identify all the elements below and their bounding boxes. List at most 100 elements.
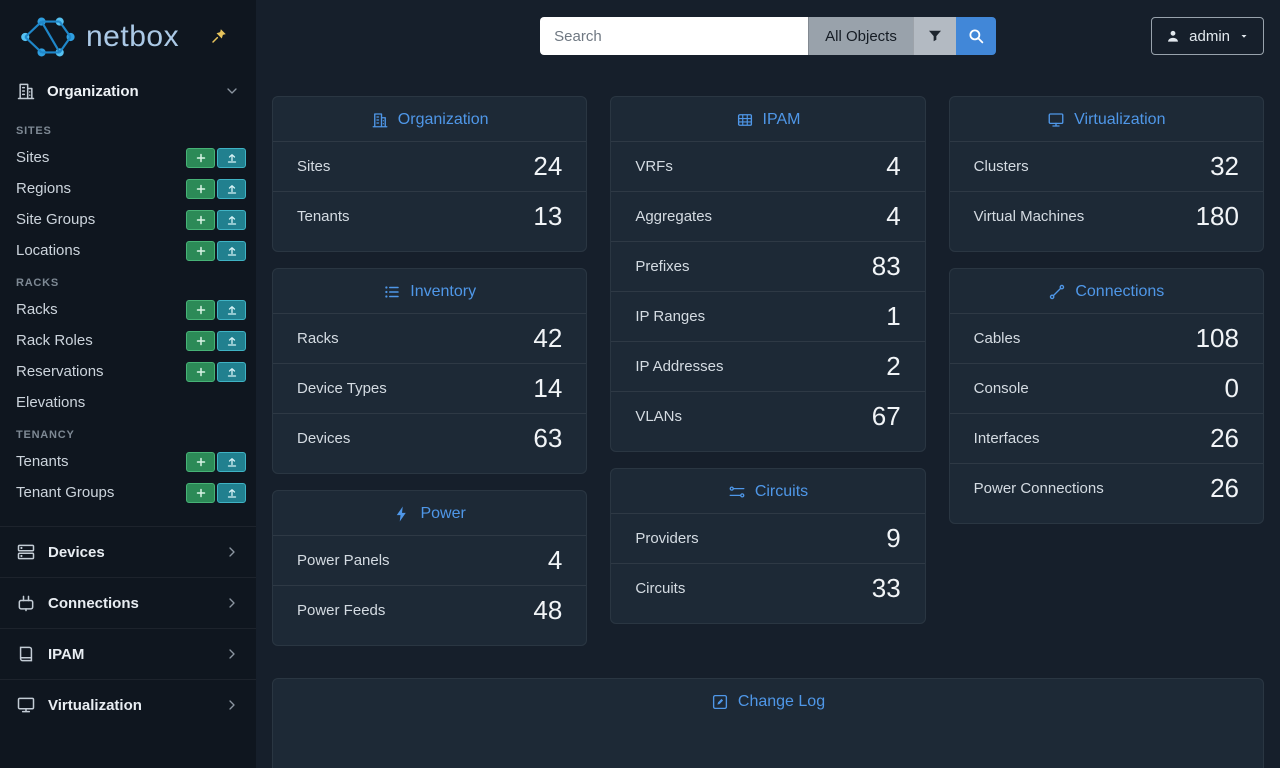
add-button[interactable] bbox=[186, 147, 215, 168]
add-button[interactable] bbox=[186, 178, 215, 199]
stat-row-circuits[interactable]: Circuits 33 bbox=[611, 563, 925, 613]
import-button[interactable] bbox=[217, 330, 246, 351]
stat-row-vrfs[interactable]: VRFs 4 bbox=[611, 141, 925, 191]
import-button[interactable] bbox=[217, 209, 246, 230]
stat-row-device-types[interactable]: Device Types 14 bbox=[273, 363, 587, 413]
stat-label[interactable]: Prefixes bbox=[635, 258, 690, 275]
sidebar-menu-devices[interactable]: Devices bbox=[0, 526, 256, 577]
stat-value[interactable]: 26 bbox=[1210, 473, 1239, 503]
sidebar-item-reservations[interactable]: Reservations bbox=[0, 356, 256, 387]
stat-label[interactable]: Aggregates bbox=[635, 208, 713, 225]
stat-value[interactable]: 1 bbox=[886, 301, 901, 331]
stat-row-vlans[interactable]: VLANs 67 bbox=[611, 391, 925, 441]
sidebar-item-tenants[interactable]: Tenants bbox=[0, 446, 256, 477]
stat-label[interactable]: IP Ranges bbox=[635, 308, 706, 325]
import-button[interactable] bbox=[217, 482, 246, 503]
stat-label[interactable]: Power Panels bbox=[297, 552, 390, 569]
stat-row-racks[interactable]: Racks 42 bbox=[273, 313, 587, 363]
stat-row-aggregates[interactable]: Aggregates 4 bbox=[611, 191, 925, 241]
import-button[interactable] bbox=[217, 178, 246, 199]
stat-row-clusters[interactable]: Clusters 32 bbox=[949, 141, 1263, 191]
stat-row-virtual-machines[interactable]: Virtual Machines 180 bbox=[949, 191, 1263, 241]
stat-label[interactable]: Racks bbox=[297, 330, 339, 347]
stat-label[interactable]: VRFs bbox=[635, 158, 673, 175]
stat-value[interactable]: 13 bbox=[533, 201, 563, 231]
stat-row-providers[interactable]: Providers 9 bbox=[611, 513, 925, 563]
object-type-dropdown[interactable]: All Objects bbox=[808, 17, 913, 55]
add-button[interactable] bbox=[186, 482, 215, 503]
stat-value[interactable]: 0 bbox=[1224, 373, 1239, 403]
sidebar-item-regions[interactable]: Regions bbox=[0, 173, 256, 204]
stat-label[interactable]: Tenants bbox=[297, 208, 350, 225]
add-button[interactable] bbox=[186, 330, 215, 351]
stat-label[interactable]: Console bbox=[973, 380, 1029, 397]
stat-row-ip-addresses[interactable]: IP Addresses 2 bbox=[611, 341, 925, 391]
stat-label[interactable]: Power Connections bbox=[973, 480, 1104, 497]
stat-row-interfaces[interactable]: Interfaces 26 bbox=[949, 413, 1263, 463]
stat-row-power-feeds[interactable]: Power Feeds 48 bbox=[273, 585, 587, 635]
stat-value[interactable]: 4 bbox=[547, 545, 563, 575]
import-button[interactable] bbox=[217, 361, 246, 382]
stat-label[interactable]: Devices bbox=[297, 430, 351, 447]
stat-label[interactable]: Sites bbox=[297, 158, 331, 175]
stat-value[interactable]: 63 bbox=[533, 423, 563, 453]
stat-value[interactable]: 26 bbox=[1210, 423, 1239, 453]
stat-row-ip-ranges[interactable]: IP Ranges 1 bbox=[611, 291, 925, 341]
stat-label[interactable]: VLANs bbox=[635, 408, 683, 425]
stat-label[interactable]: IP Addresses bbox=[635, 358, 724, 375]
import-button[interactable] bbox=[217, 451, 246, 472]
sidebar-item-site-groups[interactable]: Site Groups bbox=[0, 204, 256, 235]
stat-row-power-panels[interactable]: Power Panels 4 bbox=[273, 535, 587, 585]
stat-value[interactable]: 67 bbox=[871, 401, 901, 431]
stat-label[interactable]: Power Feeds bbox=[297, 602, 386, 619]
user-menu-button[interactable]: admin bbox=[1151, 17, 1264, 55]
stat-value[interactable]: 14 bbox=[533, 373, 563, 403]
sidebar-item-rack-roles[interactable]: Rack Roles bbox=[0, 325, 256, 356]
sidebar-pin-button[interactable] bbox=[206, 23, 232, 52]
stat-value[interactable]: 83 bbox=[871, 251, 901, 281]
stat-row-devices[interactable]: Devices 63 bbox=[273, 413, 587, 463]
stat-label[interactable]: Cables bbox=[973, 330, 1021, 347]
sidebar-menu-organization[interactable]: Organization bbox=[0, 68, 256, 114]
add-button[interactable] bbox=[186, 451, 215, 472]
import-button[interactable] bbox=[217, 147, 246, 168]
stat-value[interactable]: 24 bbox=[533, 151, 563, 181]
sidebar-item-locations[interactable]: Locations bbox=[0, 235, 256, 266]
stat-row-prefixes[interactable]: Prefixes 83 bbox=[611, 241, 925, 291]
add-button[interactable] bbox=[186, 209, 215, 230]
stat-value[interactable]: 4 bbox=[886, 151, 901, 181]
add-button[interactable] bbox=[186, 361, 215, 382]
sidebar-item-racks[interactable]: Racks bbox=[0, 294, 256, 325]
sidebar-item-elevations[interactable]: Elevations bbox=[0, 387, 256, 418]
sidebar-menu-connections[interactable]: Connections bbox=[0, 577, 256, 628]
stat-row-sites[interactable]: Sites 24 bbox=[273, 141, 587, 191]
sidebar-item-sites[interactable]: Sites bbox=[0, 142, 256, 173]
stat-row-console[interactable]: Console 0 bbox=[949, 363, 1263, 413]
stat-value[interactable]: 4 bbox=[886, 201, 901, 231]
add-button[interactable] bbox=[186, 240, 215, 261]
stat-value[interactable]: 48 bbox=[533, 595, 563, 625]
stat-label[interactable]: Device Types bbox=[297, 380, 387, 397]
stat-value[interactable]: 9 bbox=[886, 523, 901, 553]
stat-label[interactable]: Interfaces bbox=[973, 430, 1040, 447]
stat-value[interactable]: 32 bbox=[1210, 151, 1239, 181]
stat-value[interactable]: 42 bbox=[533, 323, 563, 353]
filter-button[interactable] bbox=[912, 17, 956, 55]
stat-value[interactable]: 33 bbox=[871, 573, 901, 603]
sidebar-item-tenant-groups[interactable]: Tenant Groups bbox=[0, 477, 256, 508]
sidebar-menu-virtualization[interactable]: Virtualization bbox=[0, 679, 256, 730]
stat-label[interactable]: Virtual Machines bbox=[973, 208, 1085, 225]
stat-row-power-connections[interactable]: Power Connections 26 bbox=[949, 463, 1263, 513]
stat-value[interactable]: 108 bbox=[1195, 323, 1239, 353]
search-button[interactable] bbox=[955, 17, 996, 55]
stat-label[interactable]: Circuits bbox=[635, 580, 686, 597]
import-button[interactable] bbox=[217, 240, 246, 261]
add-button[interactable] bbox=[186, 299, 215, 320]
search-input[interactable] bbox=[540, 17, 809, 55]
netbox-logo[interactable]: netbox bbox=[18, 14, 179, 60]
stat-label[interactable]: Providers bbox=[635, 530, 699, 547]
stat-value[interactable]: 2 bbox=[886, 351, 901, 381]
import-button[interactable] bbox=[217, 299, 246, 320]
stat-row-tenants[interactable]: Tenants 13 bbox=[273, 191, 587, 241]
stat-value[interactable]: 180 bbox=[1195, 201, 1239, 231]
